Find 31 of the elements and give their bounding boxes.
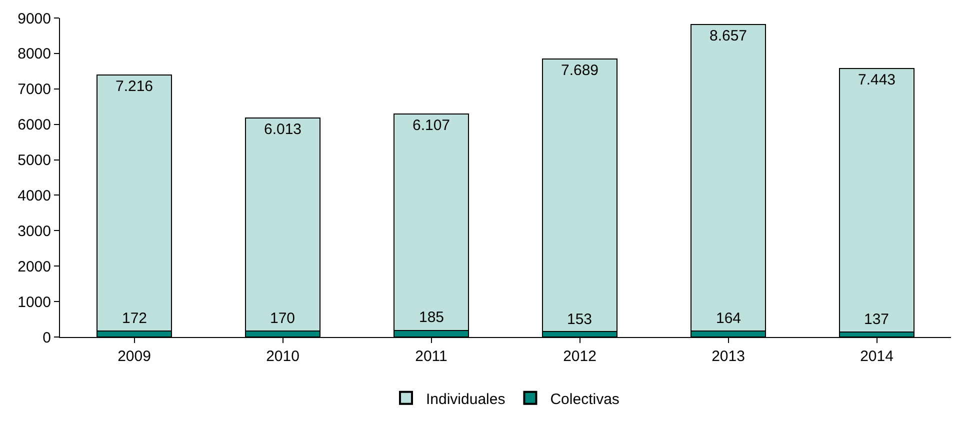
data-label: 6.013 xyxy=(264,120,302,138)
data-label: 7.216 xyxy=(115,78,154,96)
data-label: 172 xyxy=(122,310,148,327)
data-label: 164 xyxy=(716,310,742,327)
x-tick-label: 2011 xyxy=(415,348,448,365)
y-tick-label: 0 xyxy=(42,329,51,346)
x-tick-label: 2010 xyxy=(266,348,300,365)
data-label: 185 xyxy=(419,309,444,326)
x-tick-label: 2012 xyxy=(563,348,596,365)
y-tick-label: 4000 xyxy=(18,187,51,204)
y-tick-label: 2000 xyxy=(18,258,51,276)
y-tick-label: 6000 xyxy=(18,116,51,134)
data-label: 153 xyxy=(567,311,592,328)
data-label: 7.443 xyxy=(858,71,896,88)
data-label: 137 xyxy=(864,311,890,328)
legend-label: Individuales xyxy=(426,390,506,408)
y-tick-label: 1000 xyxy=(18,294,51,311)
legend-label: Colectivas xyxy=(550,390,620,408)
x-tick-label: 2009 xyxy=(118,348,151,365)
data-label: 6.107 xyxy=(412,116,450,134)
y-tick-label: 7000 xyxy=(18,81,51,98)
data-label: 170 xyxy=(270,310,296,327)
data-label: 7.689 xyxy=(560,62,599,80)
y-tick-label: 5000 xyxy=(18,152,51,170)
y-tick-label: 3000 xyxy=(18,222,51,240)
x-tick-label: 2014 xyxy=(860,348,894,365)
y-tick-label: 9000 xyxy=(18,10,51,28)
y-tick-label: 8000 xyxy=(18,46,51,63)
bar xyxy=(839,68,914,333)
x-tick-label: 2013 xyxy=(712,348,745,365)
data-label: 8.657 xyxy=(709,27,748,44)
